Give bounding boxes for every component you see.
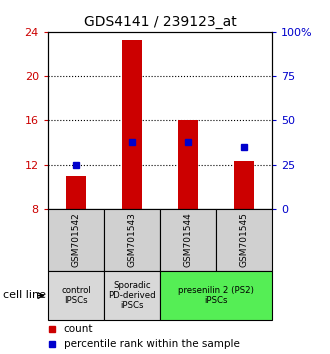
- Bar: [160, 271, 272, 320]
- Bar: [48, 209, 104, 271]
- Bar: [160, 209, 216, 271]
- Text: Sporadic
PD-derived
iPSCs: Sporadic PD-derived iPSCs: [108, 281, 156, 310]
- Bar: [104, 271, 160, 320]
- Bar: [122, 40, 142, 209]
- Title: GDS4141 / 239123_at: GDS4141 / 239123_at: [84, 16, 236, 29]
- Text: GSM701543: GSM701543: [127, 212, 137, 267]
- Bar: [234, 161, 254, 209]
- Text: presenilin 2 (PS2)
iPSCs: presenilin 2 (PS2) iPSCs: [178, 286, 254, 305]
- Bar: [178, 120, 198, 209]
- Text: percentile rank within the sample: percentile rank within the sample: [64, 339, 240, 349]
- Text: GSM701545: GSM701545: [240, 212, 249, 267]
- Text: GSM701542: GSM701542: [71, 212, 81, 267]
- Text: control
IPSCs: control IPSCs: [61, 286, 91, 305]
- Bar: [66, 176, 86, 209]
- Bar: [104, 209, 160, 271]
- Bar: [216, 209, 272, 271]
- Text: cell line: cell line: [3, 290, 46, 299]
- Text: GSM701544: GSM701544: [183, 212, 193, 267]
- Text: count: count: [64, 324, 93, 334]
- Bar: [48, 271, 104, 320]
